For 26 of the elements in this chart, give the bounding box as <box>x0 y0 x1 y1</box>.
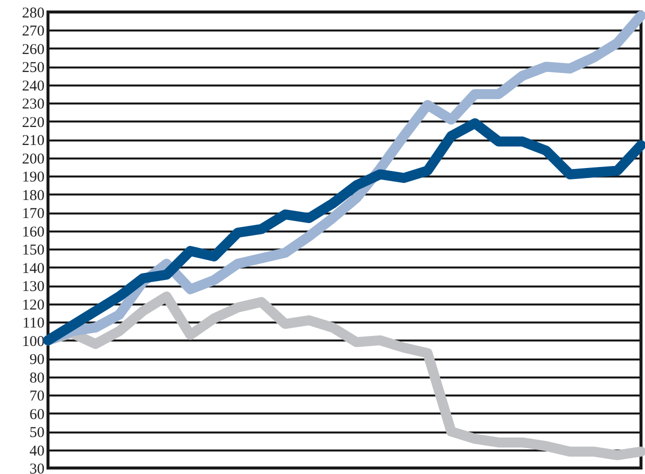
y-tick-label: 70 <box>30 388 44 405</box>
y-tick-label: 210 <box>22 133 44 150</box>
y-tick-label: 140 <box>22 260 44 277</box>
y-tick-label: 270 <box>22 24 44 40</box>
y-tick-label: 160 <box>22 224 44 240</box>
y-tick-label: 180 <box>22 188 44 204</box>
y-tick-label: 120 <box>22 297 44 314</box>
y-tick-label: 230 <box>22 96 44 113</box>
y-tick-label: 220 <box>22 114 44 131</box>
y-tick-label: 240 <box>22 78 44 94</box>
y-tick-label: 170 <box>22 206 44 222</box>
y-tick-label: 80 <box>30 370 44 386</box>
y-tick-label: 110 <box>22 316 44 332</box>
y-tick-label: 60 <box>30 406 44 423</box>
y-tick-label: 100 <box>22 334 44 350</box>
y-tick-label: 130 <box>22 279 44 296</box>
y-tick-label: 250 <box>22 60 44 76</box>
y-tick-label: 200 <box>22 151 44 168</box>
y-tick-label: 150 <box>22 242 44 259</box>
y-tick-label: 280 <box>22 6 44 22</box>
y-tick-label: 30 <box>30 462 44 474</box>
y-tick-label: 40 <box>30 443 44 460</box>
y-tick-label: 90 <box>30 352 44 368</box>
y-tick-label: 190 <box>22 170 44 186</box>
y-tick-label: 50 <box>30 425 44 442</box>
y-tick-label: 260 <box>22 42 44 58</box>
